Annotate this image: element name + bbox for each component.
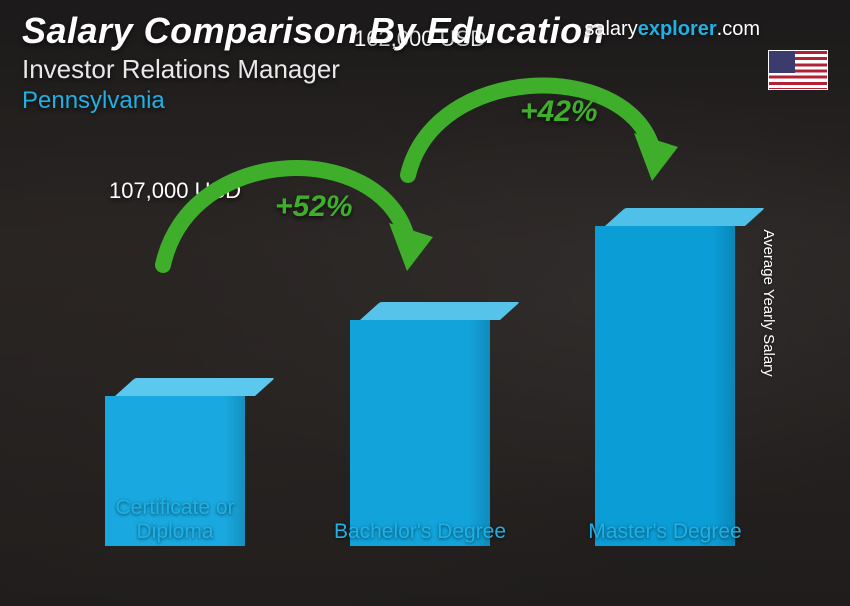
bar: 229,000 USD (595, 208, 735, 546)
us-flag-icon (768, 50, 828, 90)
bar-label: Master's Degree (575, 520, 755, 544)
bar-top-face (115, 378, 275, 396)
bar-body (350, 320, 490, 546)
bar-top-face (360, 302, 520, 320)
bar-label: Bachelor's Degree (330, 520, 510, 544)
job-title: Investor Relations Manager (22, 54, 828, 85)
bar-body (595, 226, 735, 546)
bar-top-face (605, 208, 765, 226)
brand-pre: salary (584, 18, 637, 40)
bar: 162,000 USD (350, 302, 490, 546)
bar-group: 229,000 USDMaster's Degree (575, 208, 755, 546)
y-axis-label: Average Yearly Salary (760, 229, 777, 376)
increase-percent: +52% (275, 190, 353, 224)
location: Pennsylvania (22, 87, 828, 115)
bar-label: Certificate or Diploma (85, 496, 265, 544)
bar-group: 162,000 USDBachelor's Degree (330, 302, 510, 546)
brand-logo: salaryexplorer.com (584, 18, 760, 41)
brand-mid: explorer (638, 18, 717, 40)
brand-post: .com (717, 18, 760, 40)
bar-group: 107,000 USDCertificate or Diploma (85, 378, 265, 546)
